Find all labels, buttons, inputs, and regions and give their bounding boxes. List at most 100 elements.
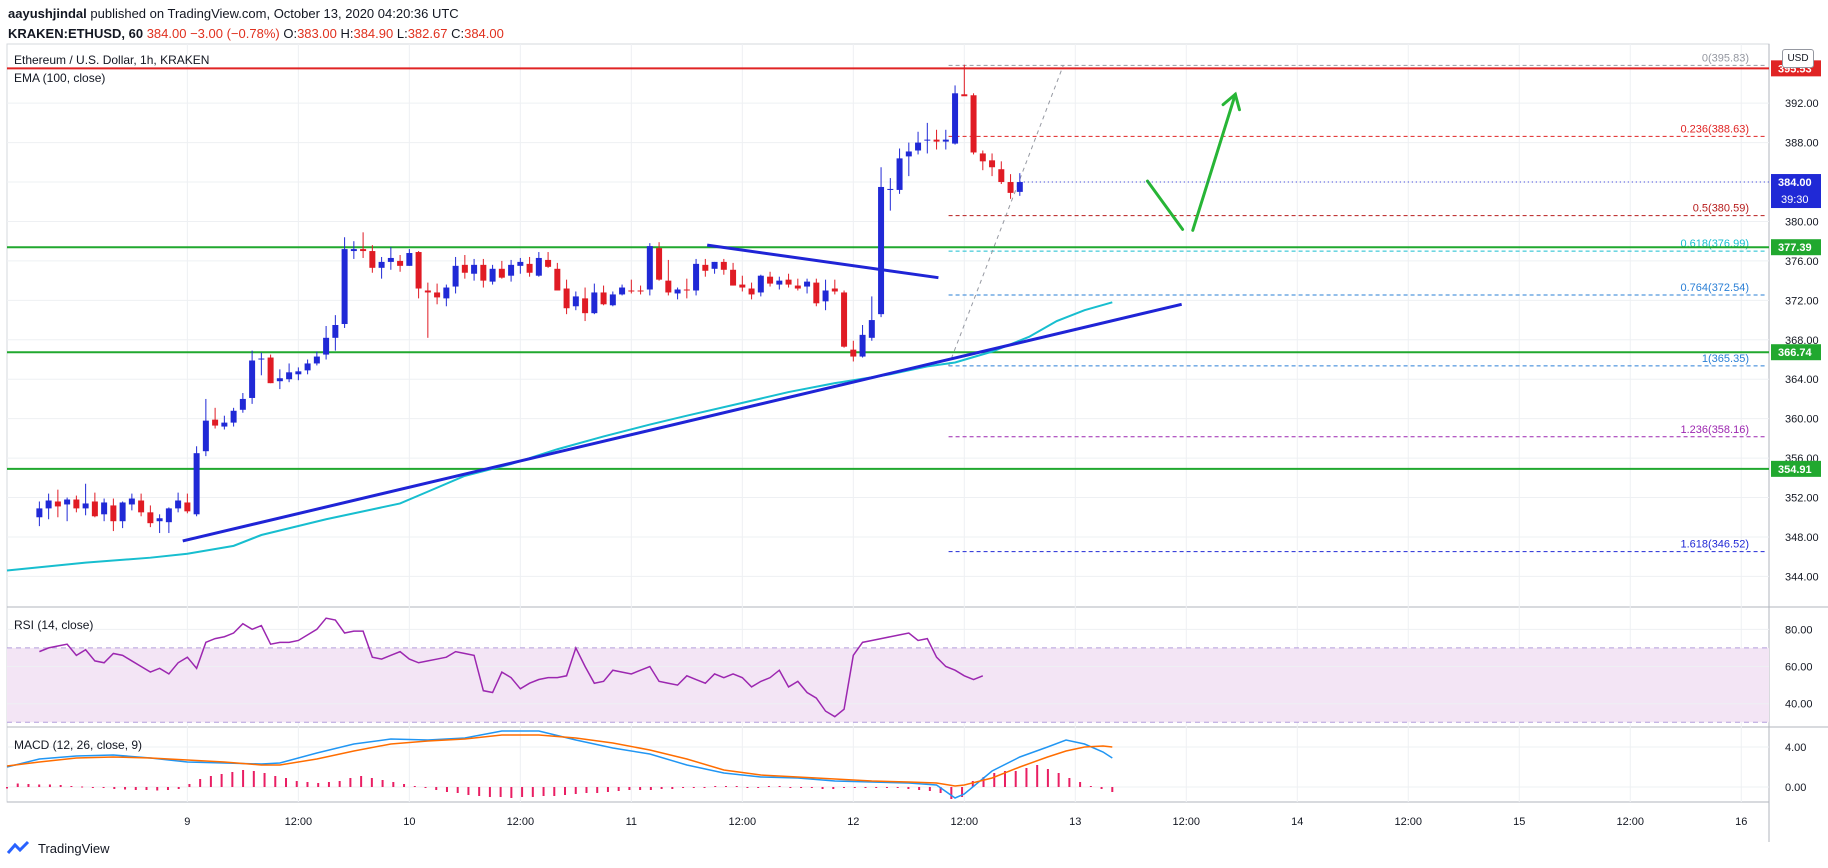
ema-line — [6, 301, 1113, 572]
macd-histogram-bar — [370, 778, 373, 787]
candle-body — [286, 372, 293, 380]
candle-body — [794, 285, 801, 289]
macd-histogram-bar — [585, 787, 588, 793]
candle-body — [230, 410, 237, 423]
candle-body — [128, 498, 135, 505]
candle-body — [665, 280, 672, 293]
author-name[interactable]: aayushjindal — [8, 6, 87, 21]
macd-histogram-bar — [435, 787, 438, 790]
candle-body — [267, 357, 274, 384]
open-label: O: — [283, 26, 298, 41]
candle-body — [101, 502, 108, 515]
macd-y-tick-label: 0.00 — [1785, 782, 1806, 794]
macd-histogram-bar — [617, 787, 620, 791]
macd-histogram-bar — [553, 787, 556, 796]
fib-level-label: 0.764(372.54) — [1681, 282, 1750, 294]
candle-body — [1007, 182, 1014, 193]
candle-body — [822, 290, 829, 302]
candle-body — [693, 263, 700, 291]
candle-body — [424, 290, 431, 293]
candle-body — [757, 275, 764, 293]
macd-histogram-bar — [1079, 782, 1082, 787]
macd-histogram-bar — [48, 784, 51, 787]
candle-body — [36, 508, 43, 518]
candle-body — [915, 142, 922, 151]
tradingview-brand[interactable]: TradingView — [38, 840, 110, 856]
currency-button[interactable]: USD — [1782, 49, 1814, 68]
macd-histogram-bar — [188, 784, 191, 787]
macd-histogram-bar — [16, 783, 19, 787]
candle-body — [304, 363, 311, 371]
rsi-y-tick-label: 80.00 — [1785, 624, 1813, 636]
price-axis-badge-label: 366.74 — [1778, 347, 1813, 359]
macd-histogram-bar — [274, 776, 277, 787]
candle-body — [471, 264, 478, 274]
macd-histogram-bar — [1036, 765, 1039, 787]
candle-body — [850, 349, 857, 357]
candle-body — [572, 296, 579, 307]
macd-histogram-bar — [821, 787, 824, 789]
candle-body — [212, 419, 219, 426]
x-tick-label: 16 — [1735, 816, 1747, 828]
candle-body — [378, 261, 385, 268]
candle-body — [517, 261, 524, 266]
macd-signal-line — [6, 734, 1113, 787]
candle-body — [258, 358, 265, 360]
candle-body — [73, 499, 80, 509]
macd-histogram-bar — [124, 787, 127, 790]
close-label: C: — [451, 26, 465, 41]
projection-arrow-line — [1191, 92, 1237, 232]
candle-body — [138, 500, 145, 513]
candle-body — [591, 292, 598, 314]
macd-histogram-bar — [1111, 787, 1114, 792]
macd-histogram-bar — [113, 787, 116, 789]
x-tick-label: 12:00 — [1173, 816, 1201, 828]
candle-body — [711, 261, 718, 269]
macd-histogram-bar — [499, 787, 502, 797]
macd-histogram-bar — [767, 786, 770, 787]
candle-body — [582, 298, 589, 314]
macd-histogram-bar — [789, 787, 792, 788]
macd-histogram-bar — [918, 787, 921, 790]
candle-body — [415, 252, 422, 289]
macd-histogram-bar — [714, 786, 717, 787]
candle-body — [221, 422, 228, 427]
high-label: H: — [340, 26, 354, 41]
macd-histogram-bar — [671, 787, 674, 789]
macd-histogram-bar — [993, 773, 996, 787]
last-price-badge-label: 384.00 — [1778, 177, 1812, 189]
macd-histogram-bar — [70, 786, 73, 787]
candle-body — [628, 290, 635, 292]
macd-histogram-bar — [853, 787, 856, 788]
macd-histogram-bar — [285, 778, 288, 787]
candle-body — [905, 151, 912, 157]
candle-body — [600, 292, 607, 305]
candle-body — [702, 264, 709, 271]
trendline-rising-support — [182, 302, 1183, 543]
macd-histogram-bar — [971, 781, 974, 787]
macd-histogram-bar — [832, 787, 835, 789]
macd-histogram-bar — [456, 787, 459, 793]
trendline-bearish-trendline — [706, 243, 939, 280]
fib-level-label: 0.618(376.99) — [1681, 238, 1750, 250]
candle-body — [868, 320, 875, 338]
candle-body — [683, 289, 690, 291]
candle-body — [720, 261, 727, 270]
macd-histogram-bar — [38, 784, 41, 787]
candle-body — [656, 248, 663, 280]
chart-title: Ethereum / U.S. Dollar, 1h, KRAKEN — [14, 53, 209, 67]
macd-histogram-bar — [950, 787, 953, 799]
macd-histogram-bar — [295, 781, 298, 787]
candle-body — [619, 287, 626, 295]
candle-body — [452, 265, 459, 287]
published-text: published on TradingView.com, October 13… — [90, 6, 459, 21]
macd-histogram-bar — [413, 786, 416, 787]
macd-histogram-bar — [220, 774, 223, 787]
price-axis-badge — [1771, 239, 1821, 256]
candle-body — [332, 325, 339, 338]
macd-histogram-bar — [392, 782, 395, 787]
macd-histogram-bar — [628, 787, 631, 790]
x-tick-label: 11 — [626, 816, 637, 828]
x-tick-label: 9 — [184, 816, 190, 828]
